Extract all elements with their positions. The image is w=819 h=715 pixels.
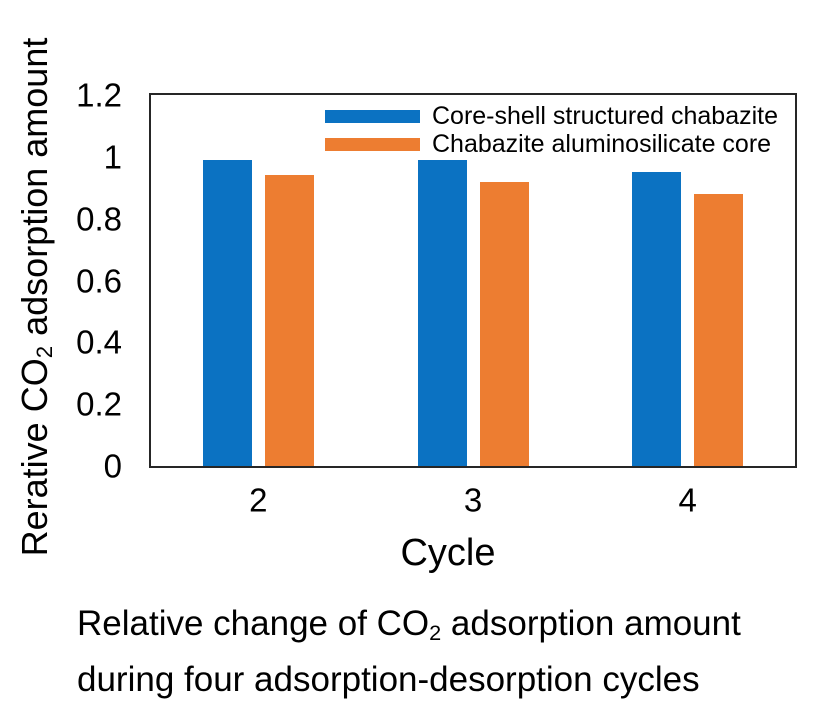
caption-subscript: 2: [429, 619, 442, 645]
caption-line-1: Relative change of CO2 adsorption amount: [77, 600, 741, 656]
bar-core-shell-cycle-3: [417, 159, 467, 466]
y-tick-label-0.6: 0.6: [76, 262, 122, 299]
y-tick-label-0.8: 0.8: [76, 200, 122, 238]
legend-swatch-core: [325, 137, 420, 151]
x-tick-label-4: 4: [678, 481, 697, 519]
legend-label-core-shell: Core-shell structured chabazite: [432, 101, 778, 130]
y-tick-label-0.2: 0.2: [76, 385, 122, 423]
y-tick-label-1: 1: [103, 138, 122, 176]
bar-core-shell-cycle-2: [202, 159, 252, 466]
x-axis-label: Cycle: [400, 532, 496, 574]
bar-core-shell-cycle-4: [632, 172, 682, 466]
bar-chabazite-aluminosilicate-cycle-2: [264, 175, 314, 466]
bar-chabazite-aluminosilicate-cycle-3: [479, 181, 529, 466]
caption-text: Relative change of CO: [77, 604, 430, 643]
legend-item-core: Chabazite aluminosilicate core: [325, 131, 771, 157]
figure-caption: Relative change of CO2 adsorption amount…: [77, 600, 741, 703]
legend-item-core-shell: Core-shell structured chabazite: [325, 103, 778, 129]
plot-area: Core-shell structured chabazite Chabazit…: [149, 93, 797, 468]
y-tick-label-0.4: 0.4: [76, 323, 122, 361]
legend-swatch-core-shell: [325, 109, 420, 123]
caption-text: adsorption amount: [441, 604, 741, 643]
bar-chabazite-aluminosilicate-cycle-4: [694, 193, 744, 466]
caption-line-2: during four adsorption-desorption cycles: [77, 659, 700, 699]
y-tick-label-1.2: 1.2: [76, 76, 122, 114]
x-tick-label-2: 2: [249, 481, 268, 519]
x-tick-label-3: 3: [463, 481, 483, 519]
y-tick-label-0: 0: [103, 447, 122, 485]
legend-label-core: Chabazite aluminosilicate core: [432, 129, 772, 158]
